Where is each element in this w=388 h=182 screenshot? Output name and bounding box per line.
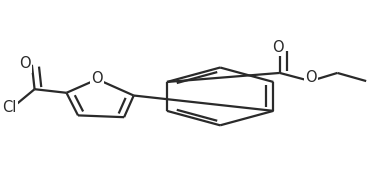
Text: Cl: Cl	[2, 100, 16, 115]
Text: O: O	[19, 56, 31, 71]
Text: O: O	[272, 40, 284, 55]
Text: O: O	[305, 70, 317, 85]
Text: O: O	[92, 71, 103, 86]
